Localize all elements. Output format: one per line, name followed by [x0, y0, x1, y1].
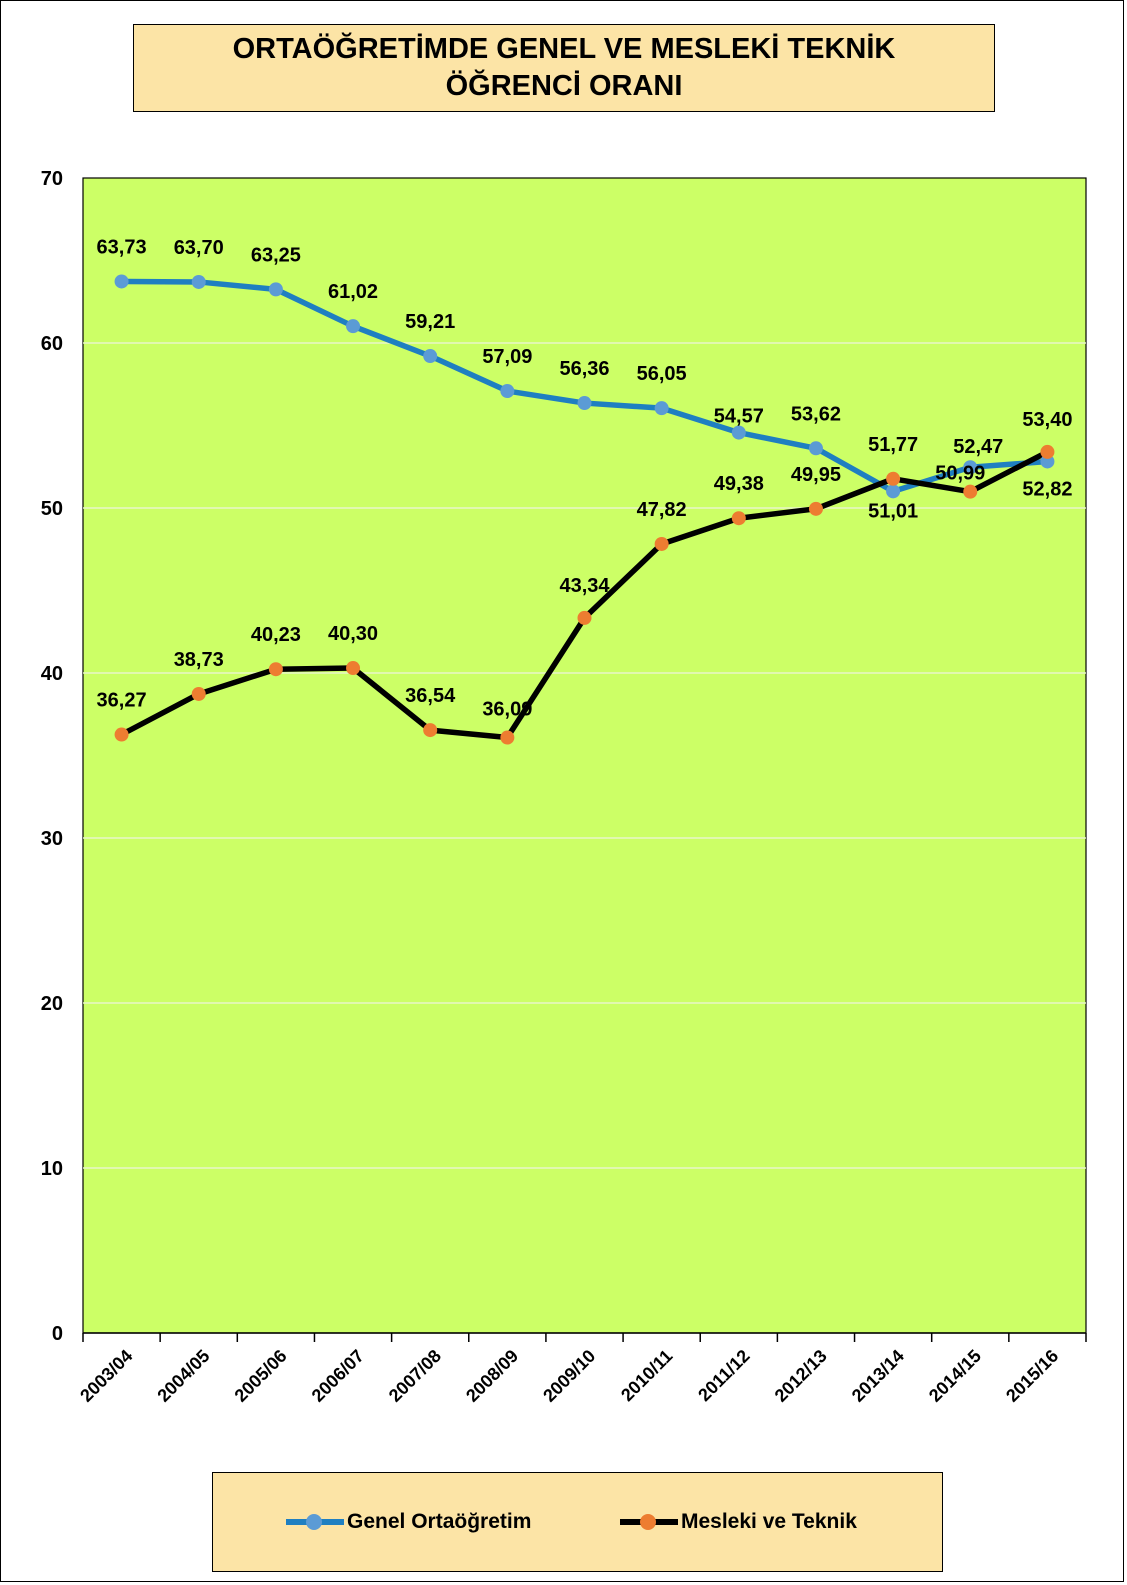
data-point-genel — [731, 425, 746, 440]
x-tick-label: 2005/06 — [231, 1346, 291, 1406]
data-label-genel: 61,02 — [328, 281, 378, 303]
data-point-genel — [1040, 454, 1055, 469]
data-label-genel: 51,01 — [868, 500, 918, 522]
data-point-mesleki — [886, 471, 901, 486]
data-point-mesleki — [191, 686, 206, 701]
data-label-genel: 52,82 — [1022, 478, 1072, 500]
y-tick-label: 10 — [41, 1158, 63, 1180]
data-point-genel — [654, 401, 669, 416]
data-point-mesleki — [423, 723, 438, 738]
x-tick-label: 2007/08 — [385, 1346, 445, 1406]
data-point-mesleki — [268, 662, 283, 677]
data-label-genel: 54,57 — [714, 406, 764, 428]
legend-item-genel: Genel Ortaöğretim — [286, 1505, 531, 1539]
data-point-genel — [963, 460, 978, 475]
data-point-genel — [114, 274, 129, 289]
data-label-mesleki: 38,73 — [174, 649, 224, 671]
y-tick-label: 70 — [41, 168, 63, 190]
data-point-mesleki — [963, 484, 978, 499]
data-label-mesleki: 36,54 — [405, 685, 456, 707]
data-point-genel — [423, 349, 438, 364]
data-label-mesleki: 50,99 — [935, 463, 985, 485]
data-label-genel: 63,25 — [251, 244, 301, 266]
x-tick-label: 2014/15 — [925, 1346, 985, 1406]
data-label-genel: 56,36 — [559, 358, 609, 380]
x-tick-label: 2006/07 — [308, 1346, 368, 1406]
data-label-mesleki: 49,38 — [714, 473, 764, 495]
data-label-genel: 59,21 — [405, 311, 455, 333]
data-point-mesleki — [808, 501, 823, 516]
data-label-genel: 56,05 — [637, 363, 687, 385]
data-point-mesleki — [500, 730, 515, 745]
y-tick-label: 60 — [41, 333, 63, 355]
data-label-mesleki: 36,27 — [97, 690, 147, 712]
chart-title-line-2: ÖĞRENCİ ORANI — [445, 70, 683, 102]
legend-label-mesleki: Mesleki ve Teknik — [681, 1510, 857, 1533]
data-label-mesleki: 43,34 — [559, 575, 610, 597]
x-tick-label: 2012/13 — [771, 1346, 831, 1406]
data-point-mesleki — [114, 727, 129, 742]
x-tick-label: 2015/16 — [1002, 1346, 1062, 1406]
data-point-genel — [268, 282, 283, 297]
x-tick-label: 2009/10 — [539, 1346, 599, 1406]
data-point-mesleki — [731, 511, 746, 526]
data-label-mesleki: 40,23 — [251, 624, 301, 646]
data-point-mesleki — [346, 661, 361, 676]
data-label-genel: 63,73 — [97, 236, 147, 258]
x-tick-label: 2011/12 — [694, 1346, 753, 1405]
data-point-genel — [808, 441, 823, 456]
data-point-mesleki — [654, 536, 669, 551]
data-point-genel — [577, 396, 592, 411]
plot-area — [82, 177, 1087, 1334]
data-point-genel — [500, 384, 515, 399]
data-point-genel — [346, 319, 361, 334]
legend-item-mesleki: Mesleki ve Teknik — [620, 1505, 857, 1539]
y-tick-label: 20 — [41, 993, 63, 1015]
x-tick-label: 2013/14 — [848, 1346, 908, 1406]
data-label-mesleki: 47,82 — [637, 499, 687, 521]
y-tick-label: 0 — [52, 1323, 63, 1345]
data-point-genel — [191, 274, 206, 289]
data-label-genel: 57,09 — [482, 346, 532, 368]
x-tick-label: 2008/09 — [462, 1346, 522, 1406]
chart-legend: Genel Ortaöğretim Mesleki ve Teknik — [212, 1472, 943, 1572]
data-label-mesleki: 36,09 — [482, 699, 532, 721]
y-tick-label: 50 — [41, 498, 63, 520]
x-tick-label: 2003/04 — [76, 1346, 136, 1406]
data-label-genel: 53,62 — [791, 403, 841, 425]
legend-label-genel: Genel Ortaöğretim — [347, 1510, 532, 1533]
chart-title-line-1: ORTAÖĞRETİMDE GENEL VE MESLEKİ TEKNİK — [232, 33, 896, 65]
data-label-mesleki: 51,77 — [868, 434, 918, 456]
data-point-mesleki — [577, 610, 592, 625]
legend-swatch-genel — [286, 1505, 344, 1539]
y-tick-label: 40 — [41, 663, 63, 685]
data-label-genel: 63,70 — [174, 237, 224, 259]
y-tick-label: 30 — [41, 828, 63, 850]
data-point-genel — [886, 484, 901, 499]
data-point-mesleki — [1040, 444, 1055, 459]
data-label-mesleki: 53,40 — [1022, 409, 1072, 431]
legend-swatch-mesleki — [620, 1505, 678, 1539]
x-tick-label: 2010/11 — [617, 1346, 676, 1405]
data-label-mesleki: 49,95 — [791, 464, 841, 486]
chart-title-box: ORTAÖĞRETİMDE GENEL VE MESLEKİ TEKNİK ÖĞ… — [133, 24, 995, 112]
x-tick-label: 2004/05 — [153, 1346, 213, 1406]
data-label-genel: 52,47 — [953, 436, 1003, 458]
data-label-mesleki: 40,30 — [328, 623, 378, 645]
